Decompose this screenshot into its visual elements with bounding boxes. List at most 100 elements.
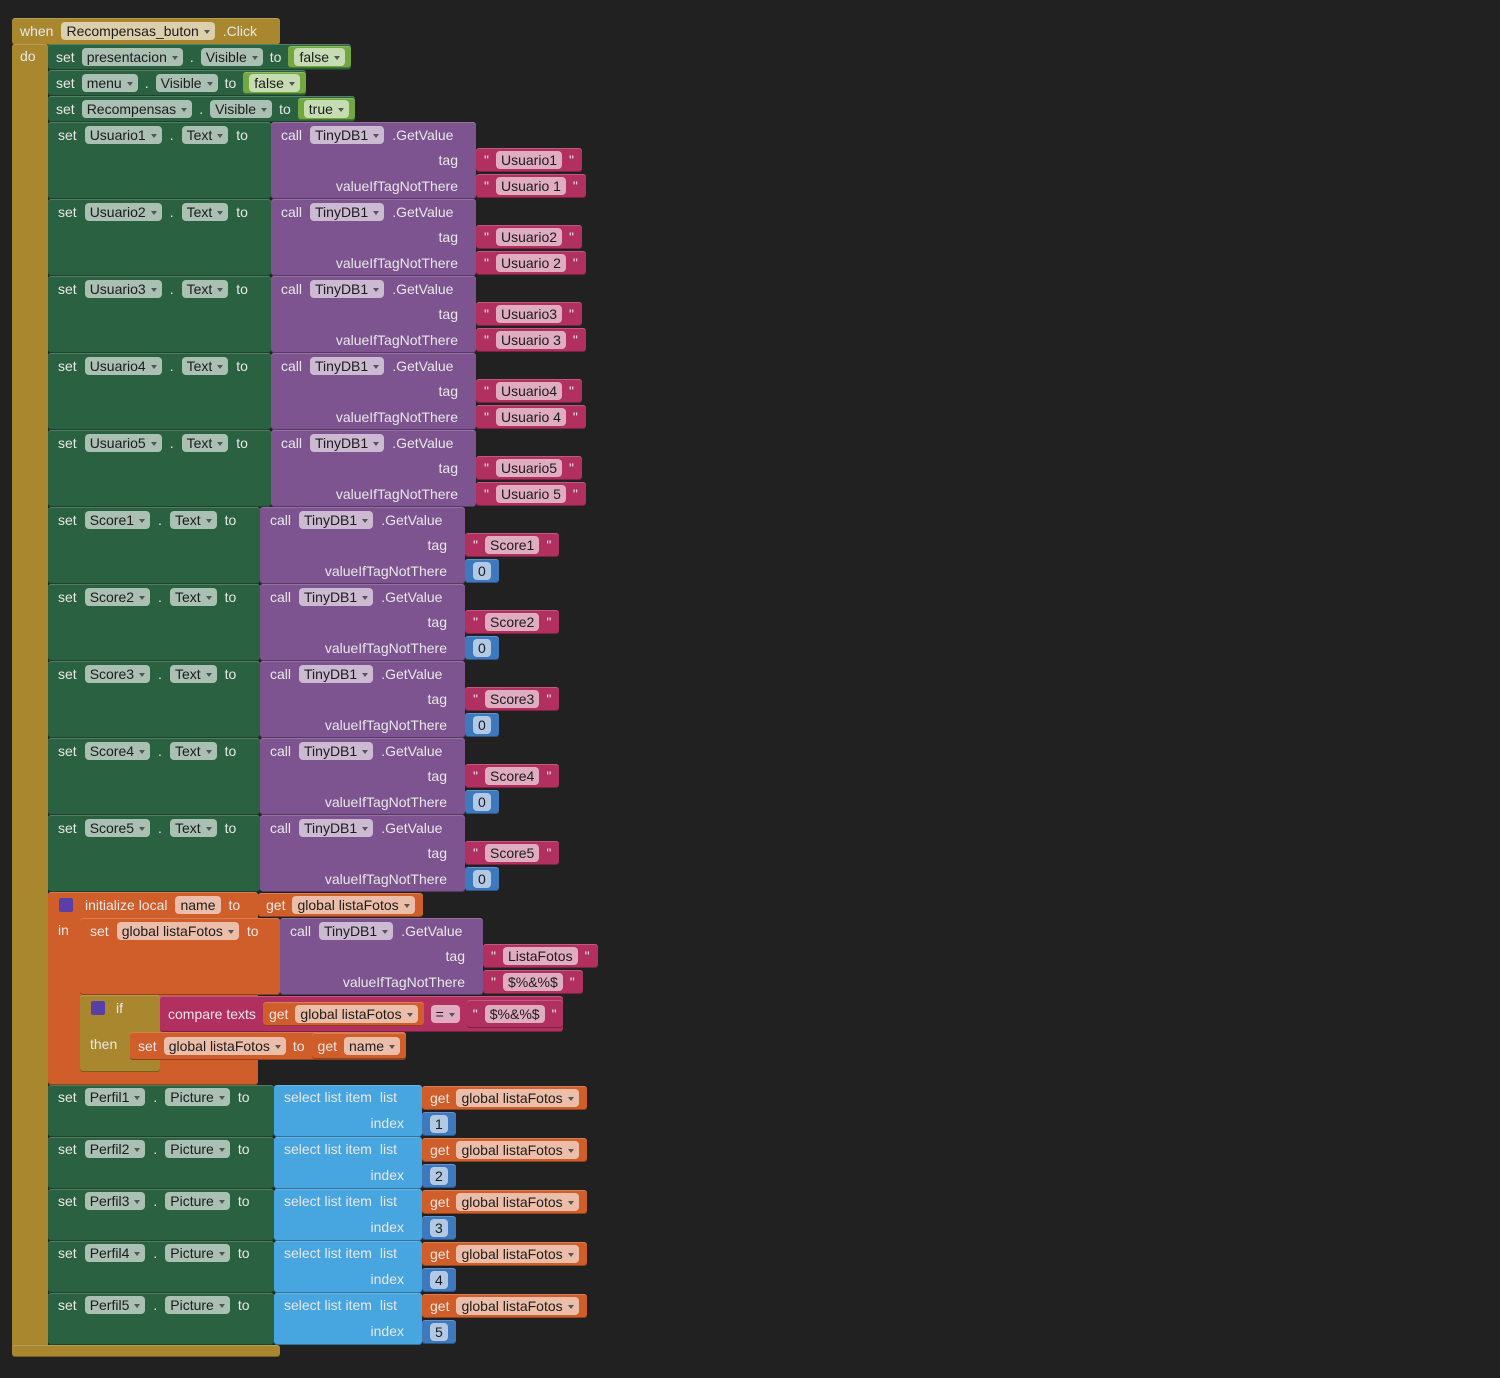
label: to	[292, 1038, 305, 1054]
label: .	[199, 101, 204, 117]
dropdown-field: Usuario4	[84, 357, 162, 375]
label: set	[58, 281, 77, 297]
label: set	[58, 204, 77, 220]
dropdown-field: Picture	[165, 1296, 230, 1314]
label: select list item	[284, 1089, 372, 1105]
label: to	[224, 666, 237, 682]
setter-block: set presentacion. Visible to false	[48, 44, 352, 70]
field: 5	[430, 1323, 448, 1341]
label: "	[569, 974, 575, 990]
label: .	[169, 127, 174, 143]
field: 0	[473, 639, 491, 657]
compare-texts-block: compare texts get global listaFotos = " $%&%$…	[160, 996, 563, 1032]
block-row: set Score1. Text to	[58, 509, 236, 531]
block-row: set Perfil2. Picture to	[58, 1138, 250, 1160]
block-row: set Usuario3. Text to	[58, 278, 248, 300]
label: .	[158, 820, 162, 836]
block-row: call TinyDB1 .GetValue	[281, 201, 453, 223]
dropdown-field: Score1	[84, 511, 151, 529]
get-block: get global listaFotos	[262, 1002, 424, 1026]
setter-block	[48, 507, 260, 584]
label: .	[169, 358, 174, 374]
setter-block	[48, 738, 260, 815]
dropdown-field: Score2	[84, 588, 151, 606]
label: list	[379, 1193, 398, 1209]
label: set	[58, 743, 77, 759]
label: "	[491, 974, 496, 990]
label: if	[116, 1000, 123, 1016]
block-row: select list item list	[284, 1294, 397, 1316]
label: .	[153, 1089, 158, 1105]
label: set	[56, 49, 75, 65]
dropdown-field: Perfil4	[84, 1244, 146, 1262]
event-spine	[12, 44, 48, 1357]
dropdown-field: Recompensas_buton	[61, 22, 215, 40]
field: $%&%$	[484, 1005, 545, 1023]
dropdown-field: Text	[181, 357, 229, 375]
label: list	[379, 1245, 398, 1261]
label: get	[430, 1298, 450, 1314]
label: select list item	[284, 1297, 372, 1313]
dropdown-field: Text	[181, 280, 229, 298]
label: to	[236, 204, 248, 220]
setter-block: set Recompensas. Visible to true	[48, 96, 355, 122]
label: .Click	[222, 23, 258, 39]
label: to	[279, 101, 291, 117]
label: "	[473, 614, 478, 630]
label: set	[58, 1297, 77, 1313]
field: Usuario4	[495, 382, 563, 400]
block-row: select list item list	[284, 1242, 397, 1264]
label: then	[90, 1036, 118, 1052]
label: to	[224, 589, 237, 605]
select-list-item-block	[274, 1085, 422, 1137]
field: Usuario3	[495, 305, 563, 323]
setter-block	[48, 815, 260, 892]
dropdown-field: name	[344, 1037, 401, 1055]
block-row: select list item list	[284, 1086, 397, 1108]
label: to	[228, 897, 241, 913]
label: valueIfTagNotThere	[324, 794, 447, 810]
label: "	[546, 845, 552, 861]
field: Score2	[484, 613, 540, 631]
label: get	[430, 1142, 450, 1158]
label: .	[158, 743, 162, 759]
field: 2	[430, 1167, 448, 1185]
label: tag	[427, 537, 447, 553]
dropdown-field: global listaFotos	[456, 1297, 579, 1315]
label: tag	[427, 845, 447, 861]
text-block: " Usuario4 "	[476, 379, 582, 403]
dropdown-field: TinyDB1	[299, 665, 374, 683]
label: to	[236, 435, 248, 451]
block-row: select list item list	[284, 1138, 397, 1160]
label: call	[270, 589, 292, 605]
field: ListaFotos	[502, 947, 578, 965]
label: .GetValue	[392, 127, 454, 143]
dropdown-field: Usuario2	[84, 203, 162, 221]
field: name	[175, 896, 221, 914]
label: set	[138, 1038, 157, 1054]
block-row: set Score2. Text to	[58, 586, 236, 608]
boolean-block: true	[297, 98, 355, 120]
select-list-item-block	[274, 1241, 422, 1293]
label: "	[569, 306, 574, 322]
label: tag	[427, 768, 447, 784]
label: valueIfTagNotThere	[324, 871, 447, 887]
get-block: get global listaFotos	[422, 1086, 587, 1110]
label: .	[169, 281, 174, 297]
number-block: 0	[465, 559, 499, 583]
block-row: set Usuario5. Text to	[58, 432, 248, 454]
label: "	[546, 614, 552, 630]
label: .	[158, 589, 162, 605]
get-block: get global listaFotos	[422, 1294, 587, 1318]
label: to	[269, 49, 282, 65]
label: call	[290, 923, 312, 939]
select-list-item-block	[274, 1293, 422, 1345]
label: "	[473, 768, 478, 784]
label: to	[237, 1245, 250, 1261]
label: .GetValue	[401, 923, 463, 939]
label: index	[370, 1271, 404, 1287]
label: .GetValue	[381, 589, 443, 605]
select-list-item-block	[274, 1189, 422, 1241]
field: 0	[473, 562, 491, 580]
